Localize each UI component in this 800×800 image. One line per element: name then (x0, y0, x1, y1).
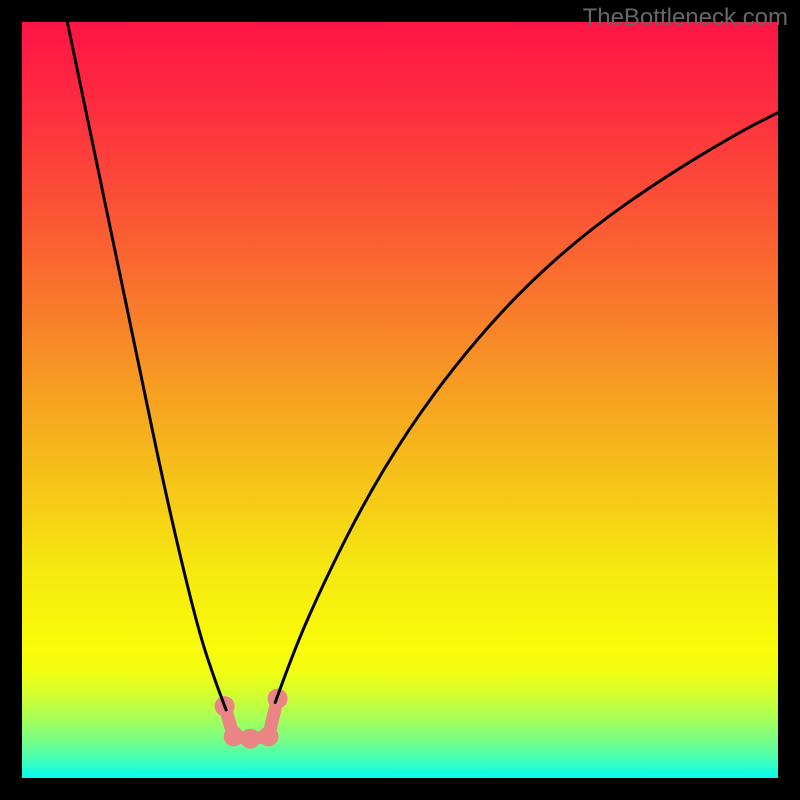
marker-dot (240, 729, 260, 749)
marker-dot (258, 726, 278, 746)
plot-background (22, 22, 778, 778)
bottleneck-chart (0, 0, 800, 800)
chart-container: TheBottleneck.com (0, 0, 800, 800)
watermark-text: TheBottleneck.com (583, 4, 788, 32)
